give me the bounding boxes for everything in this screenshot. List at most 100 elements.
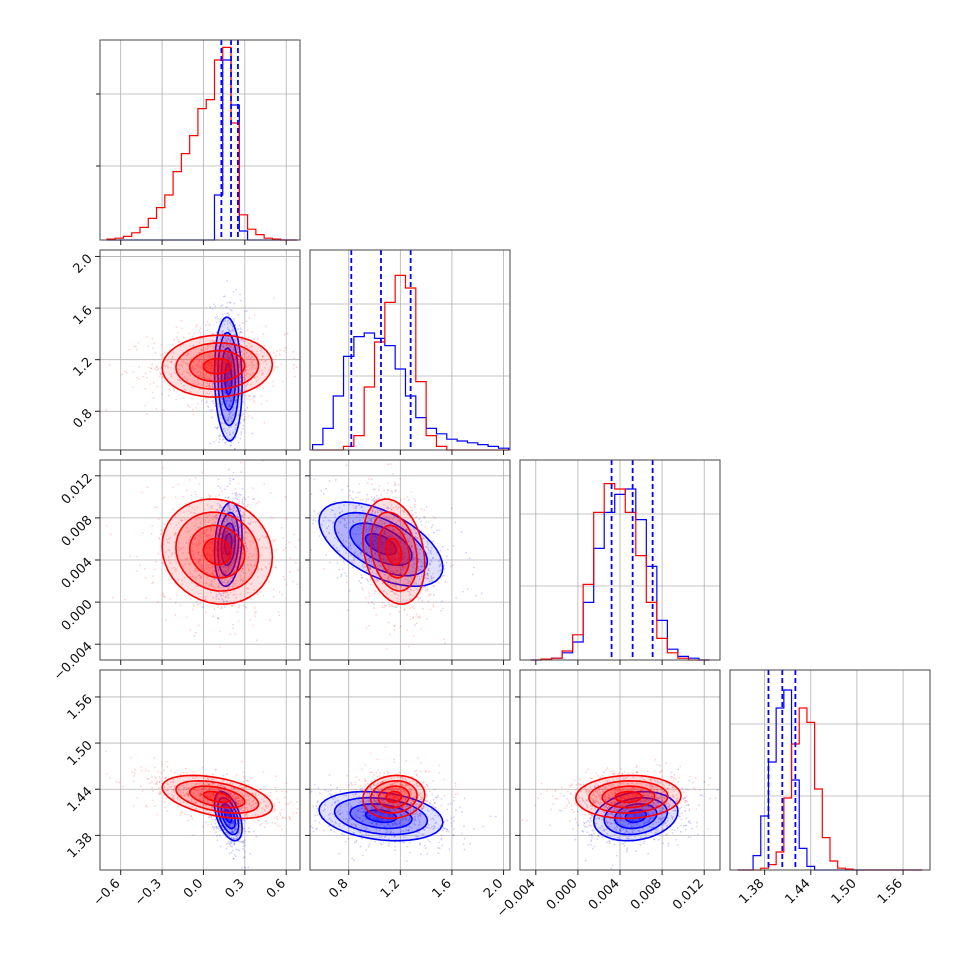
- scatter-point: [285, 583, 288, 586]
- scatter-point: [284, 547, 287, 549]
- scatter-point: [165, 538, 168, 541]
- scatter-point: [248, 522, 251, 525]
- scatter-point: [234, 356, 237, 359]
- scatter-point: [358, 519, 361, 522]
- scatter-point: [445, 561, 448, 564]
- scatter-point: [231, 329, 234, 332]
- scatter-point: [168, 542, 171, 544]
- scatter-point: [236, 348, 239, 350]
- scatter-point: [201, 554, 204, 557]
- scatter-point: [177, 578, 180, 581]
- scatter-point: [420, 589, 423, 592]
- scatter-point: [224, 555, 227, 558]
- scatter-point: [246, 406, 249, 409]
- scatter-point: [238, 547, 241, 549]
- scatter-point: [265, 536, 268, 539]
- scatter-point: [426, 572, 429, 575]
- scatter-point: [424, 526, 427, 528]
- scatter-point: [217, 402, 219, 405]
- scatter-point: [404, 555, 407, 558]
- scatter-point: [219, 487, 222, 489]
- scatter-point: [224, 535, 226, 537]
- scatter-point: [194, 490, 197, 493]
- scatter-point: [405, 629, 408, 632]
- scatter-point: [198, 558, 201, 561]
- scatter-point: [198, 375, 200, 377]
- scatter-point: [381, 458, 383, 460]
- scatter-point: [214, 549, 217, 552]
- scatter-point: [250, 582, 253, 585]
- scatter-point: [224, 596, 227, 598]
- scatter-point: [161, 763, 164, 766]
- scatter-point: [211, 522, 214, 525]
- scatter-point: [200, 555, 203, 557]
- scatter-point: [377, 489, 380, 492]
- scatter-point: [217, 606, 219, 609]
- scatter-point: [196, 384, 199, 386]
- scatter-point: [195, 518, 198, 521]
- scatter-point: [227, 582, 229, 585]
- scatter-point: [247, 503, 249, 506]
- scatter-point: [153, 367, 156, 370]
- scatter-point: [197, 366, 200, 369]
- scatter-point: [228, 385, 230, 388]
- scatter-point: [167, 366, 169, 369]
- scatter-point: [377, 557, 380, 560]
- scatter-point: [225, 306, 228, 308]
- scatter-point: [332, 521, 335, 523]
- scatter-point: [218, 441, 220, 444]
- scatter-point: [274, 822, 276, 825]
- scatter-point: [228, 508, 231, 511]
- scatter-point: [221, 313, 224, 316]
- scatter-point: [234, 497, 237, 500]
- scatter-point: [409, 593, 412, 596]
- scatter-point: [372, 543, 375, 546]
- scatter-point: [234, 424, 237, 427]
- scatter-point: [234, 529, 237, 532]
- scatter-point: [225, 847, 228, 850]
- scatter-point: [243, 777, 246, 779]
- scatter-point: [235, 288, 237, 291]
- scatter-point: [401, 510, 404, 512]
- scatter-point: [231, 521, 234, 524]
- scatter-point: [229, 346, 231, 349]
- scatter-point: [240, 351, 243, 354]
- scatter-point: [436, 529, 438, 532]
- scatter-point: [198, 542, 200, 545]
- scatter-point: [208, 519, 211, 522]
- scatter-point: [376, 494, 378, 497]
- scatter-point: [370, 520, 373, 523]
- scatter-point: [194, 512, 196, 515]
- scatter-point: [385, 540, 387, 543]
- scatter-point: [229, 444, 232, 447]
- scatter-point: [238, 502, 241, 505]
- scatter-point: [170, 553, 173, 556]
- scatter-point: [404, 552, 407, 554]
- scatter-point: [226, 353, 229, 356]
- scatter-point: [428, 593, 431, 596]
- scatter-point: [221, 566, 224, 569]
- scatter-point: [233, 558, 235, 561]
- scatter-point: [276, 350, 279, 353]
- scatter-point: [281, 537, 284, 539]
- scatter-point: [368, 528, 371, 530]
- scatter-point: [231, 561, 234, 564]
- scatter-point: [194, 381, 197, 384]
- scatter-point: [238, 840, 241, 843]
- scatter-point: [208, 351, 211, 354]
- scatter-point: [359, 498, 362, 501]
- scatter-point: [217, 348, 219, 351]
- scatter-point: [325, 554, 328, 556]
- scatter-point: [368, 624, 370, 627]
- scatter-point: [227, 525, 230, 528]
- scatter-point: [219, 559, 222, 562]
- scatter-point: [222, 346, 225, 349]
- scatter-point: [224, 488, 226, 491]
- scatter-point: [200, 367, 203, 370]
- scatter-point: [365, 569, 368, 572]
- scatter-point: [349, 544, 352, 546]
- scatter-point: [269, 492, 272, 495]
- scatter-point: [192, 553, 195, 556]
- scatter-point: [244, 531, 247, 534]
- scatter-point: [138, 378, 140, 380]
